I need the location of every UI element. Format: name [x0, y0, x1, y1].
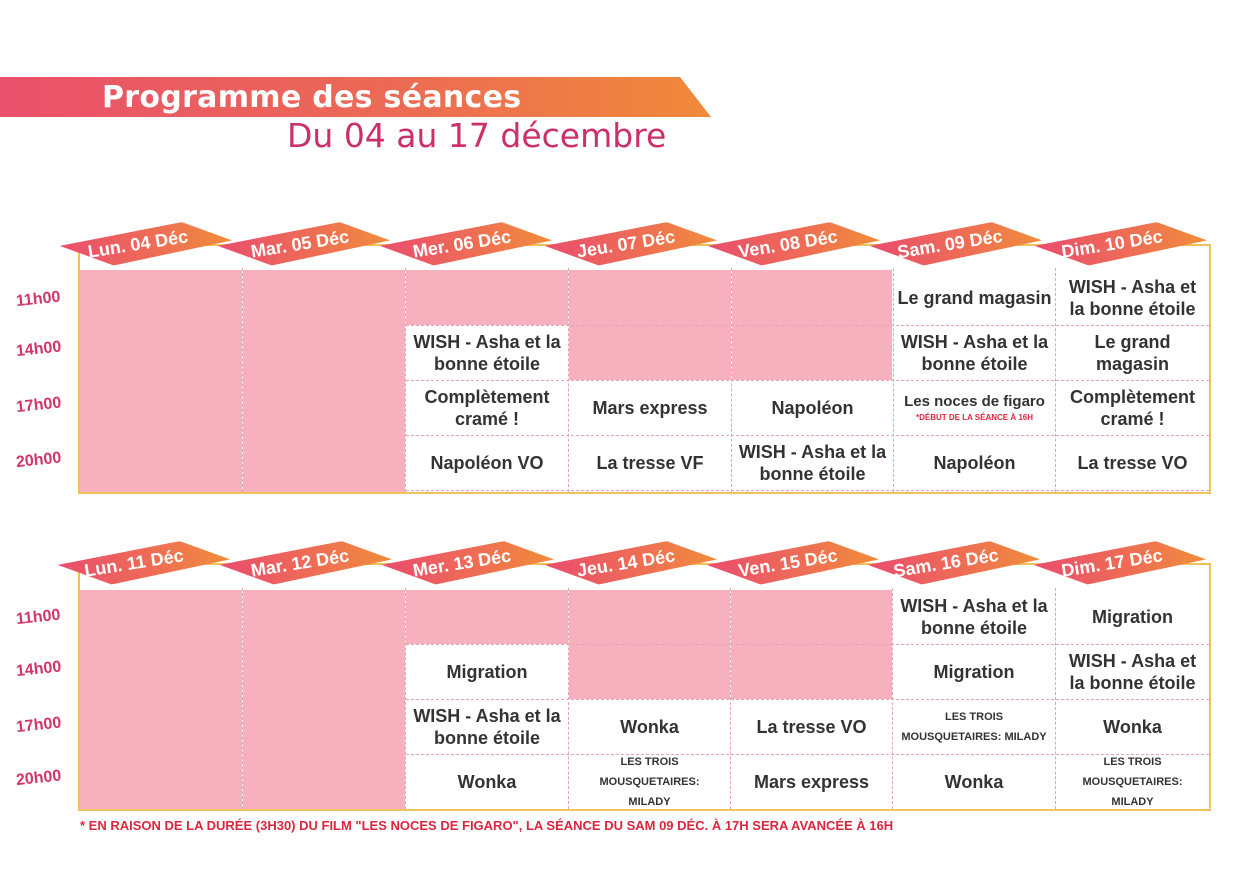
grid-line — [406, 380, 1209, 381]
session-cell: Mars express — [592, 398, 708, 418]
grid-line — [406, 644, 1209, 645]
session-cell: Le grand magasin — [897, 287, 1052, 308]
page-title: Programme des séances — [102, 80, 522, 115]
grid-line — [406, 699, 1209, 700]
session-cell: La tresse VO — [1077, 453, 1188, 473]
time-label: 17h00 — [15, 714, 63, 737]
grid-line — [242, 588, 243, 809]
grid-line — [406, 754, 1209, 755]
session-cell: Napoléon VO — [430, 453, 544, 473]
title-banner — [0, 77, 711, 117]
time-label: 17h00 — [15, 394, 63, 417]
grid-line — [406, 490, 1209, 491]
closed-block — [80, 590, 242, 809]
session-cell: Wonka — [944, 772, 1004, 792]
session-cell: WISH - Asha et la bonne étoile — [738, 442, 887, 484]
time-label: 14h00 — [15, 658, 63, 681]
session-cell: LES TROIS MOUSQUETAIRES: MILADY — [1082, 756, 1183, 808]
grid-line — [1055, 588, 1056, 809]
grid-line — [892, 588, 893, 809]
closed-block — [243, 590, 405, 809]
page-subtitle: Du 04 au 17 décembre — [287, 116, 667, 155]
session-cell: Les noces de figaro *DÉBUT DE LA SÉANCE … — [894, 381, 1055, 435]
session-cell: Napoléon — [771, 398, 854, 418]
closed-block — [406, 590, 568, 644]
time-label: 11h00 — [15, 288, 62, 311]
session-cell: WISH - Asha et la bonne étoile — [900, 596, 1048, 638]
grid-line — [730, 588, 731, 809]
session-cell: Le grand magasin — [1094, 332, 1171, 374]
session-cell: LES TROIS MOUSQUETAIRES: MILADY — [901, 711, 1047, 743]
session-cell: WISH - Asha et la bonne étoile — [413, 332, 561, 374]
time-label: 20h00 — [15, 449, 63, 472]
grid-line — [406, 435, 1209, 436]
session-cell: La tresse VO — [756, 717, 867, 737]
session-cell: Migration — [446, 662, 528, 682]
session-cell: Migration — [933, 662, 1015, 682]
session-cell: WISH - Asha et la bonne étoile — [413, 706, 561, 748]
grid-line — [242, 268, 243, 492]
session-cell: LES TROIS MOUSQUETAIRES: MILADY — [599, 756, 700, 808]
session-note: *DÉBUT DE LA SÉANCE À 16H — [915, 413, 1034, 422]
session-cell: WISH - Asha et la bonne étoile — [1068, 651, 1197, 693]
session-cell: Wonka — [457, 772, 517, 792]
time-label: 14h00 — [15, 338, 63, 361]
session-cell: Wonka — [620, 717, 679, 737]
grid-line — [568, 588, 569, 809]
session-title: Les noces de figaro — [904, 393, 1045, 410]
time-label: 11h00 — [15, 606, 62, 629]
session-cell: Migration — [1092, 607, 1173, 627]
session-cell: Wonka — [1103, 717, 1162, 737]
session-cell: Complètement cramé ! — [1069, 387, 1195, 429]
session-cell: WISH - Asha et la bonne étoile — [900, 332, 1049, 374]
grid-line — [405, 588, 406, 809]
closed-block — [406, 270, 568, 325]
closed-block — [243, 270, 405, 492]
closed-block — [80, 270, 242, 492]
session-cell: Napoléon — [933, 453, 1016, 473]
session-cell: Complètement cramé ! — [424, 387, 550, 429]
grid-line — [405, 268, 406, 492]
grid-line — [406, 325, 1209, 326]
footnote: * EN RAISON DE LA DURÉE (3H30) DU FILM "… — [80, 818, 894, 833]
session-cell: WISH - Asha et la bonne étoile — [1068, 276, 1197, 319]
session-cell: La tresse VF — [596, 453, 704, 473]
time-label: 20h00 — [15, 767, 63, 790]
session-cell: Mars express — [753, 772, 870, 792]
